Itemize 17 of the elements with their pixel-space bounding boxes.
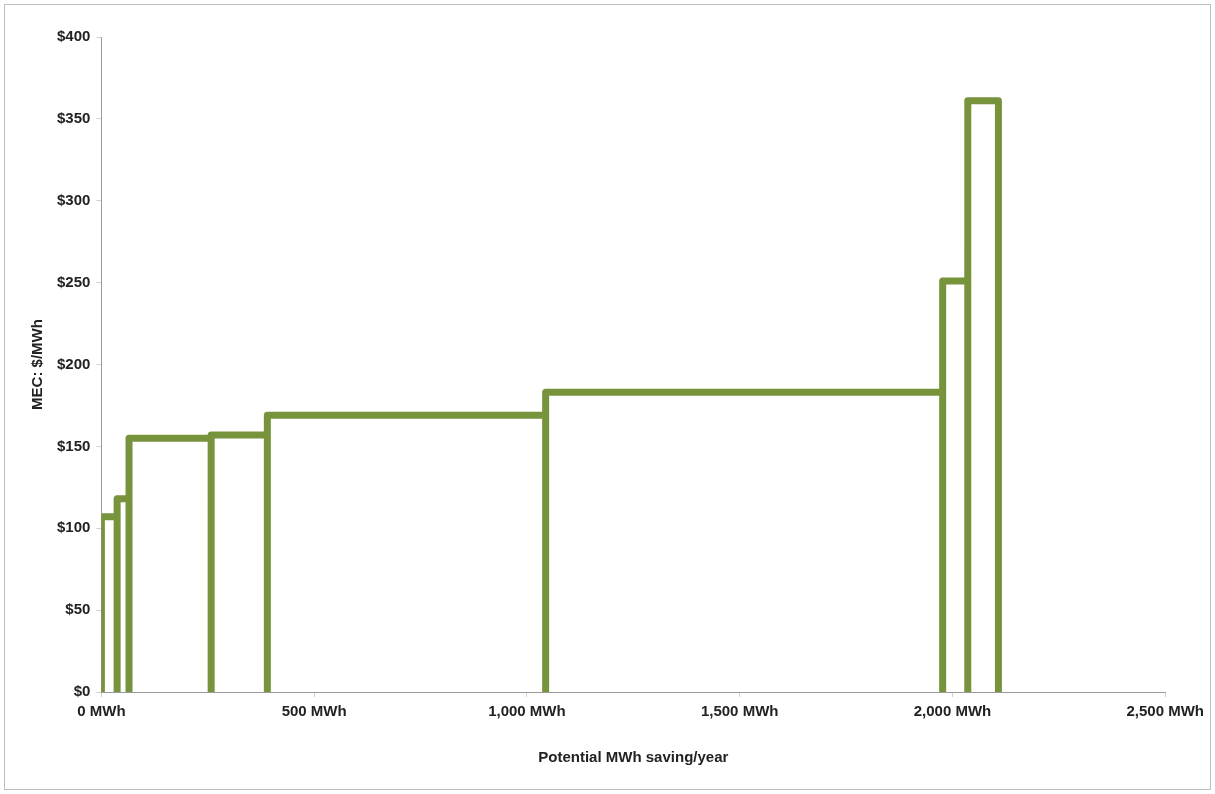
- y-tick-label: $400: [56, 27, 91, 45]
- x-tick-label: 1,000 MWh: [488, 702, 566, 720]
- y-tick-label: $50: [65, 600, 91, 618]
- y-tick-label: $100: [56, 518, 91, 536]
- x-tick-label: 500 MWh: [281, 702, 347, 720]
- y-tick-label: $150: [56, 436, 91, 454]
- x-tick-label: 0 MWh: [77, 702, 126, 720]
- y-tick-label: $300: [56, 190, 91, 208]
- y-tick-label: $0: [73, 682, 91, 700]
- x-tick-label: 1,500 MWh: [700, 702, 779, 720]
- y-tick-label: $350: [56, 109, 91, 127]
- y-axis-title: MEC: $/MWh: [28, 319, 46, 410]
- x-tick-label: 2,500 MWh: [1126, 702, 1205, 720]
- x-axis-title: Potential MWh saving/year: [538, 748, 729, 766]
- y-tick-label: $250: [56, 272, 91, 290]
- x-tick-label: 2,000 MWh: [913, 702, 992, 720]
- y-tick-label: $200: [56, 354, 91, 372]
